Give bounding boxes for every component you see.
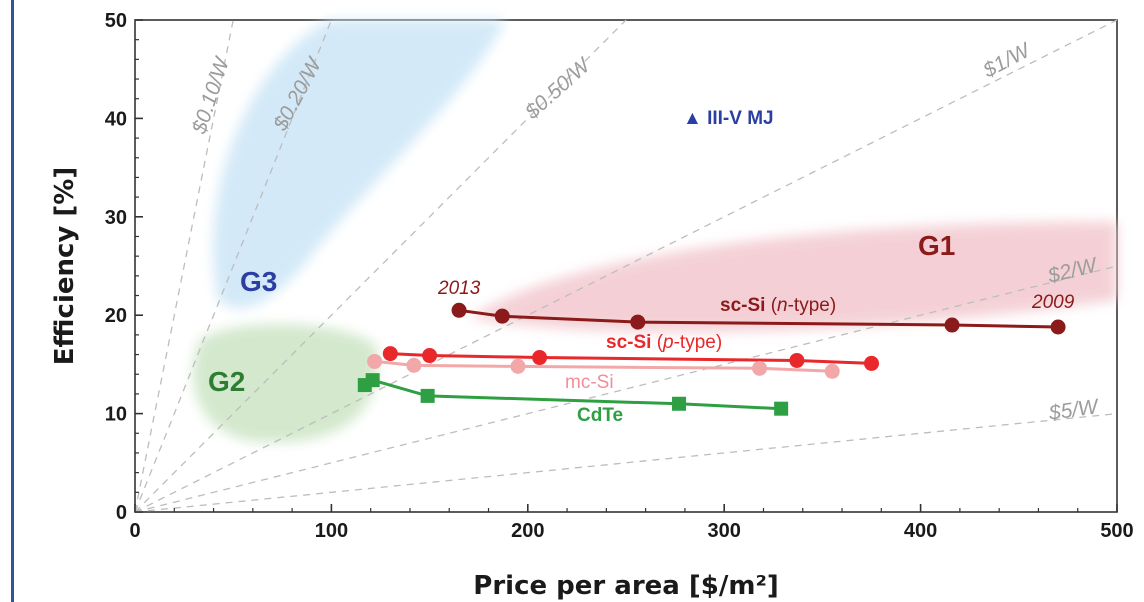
point-cdte-3 [672, 396, 687, 411]
x-tick-label-400: 400 [904, 520, 937, 542]
series-layer [357, 302, 1066, 416]
y-tick-label-10: 10 [105, 404, 127, 426]
y-tick-label-50: 50 [105, 10, 127, 32]
point-mc-si-4 [824, 363, 840, 379]
point-sc-si-n-type-1 [494, 308, 510, 324]
point-sc-si-p-type-2 [532, 350, 548, 366]
region-layer [193, 20, 1117, 443]
region-label-g1: G1 [918, 230, 955, 261]
point-mc-si-3 [752, 360, 768, 376]
point-cdte-2 [420, 388, 435, 403]
x-axis-title: Price per area [$/m²] [473, 571, 778, 601]
point-sc-si-p-type-0 [382, 346, 398, 362]
point-sc-si-n-type-4 [1050, 319, 1066, 335]
cost-line-1 [134, 19, 333, 513]
year-label-2009: 2009 [1031, 292, 1075, 313]
point-sc-si-p-type-4 [864, 355, 879, 371]
x-tick-label-500: 500 [1100, 520, 1133, 542]
point-mc-si-0 [367, 353, 383, 369]
x-tick-label-100: 100 [315, 520, 348, 542]
x-tick-label-200: 200 [511, 520, 544, 542]
y-tick-label-0: 0 [116, 502, 127, 524]
point-sc-si-p-type-1 [422, 348, 438, 364]
point-sc-si-n-type-3 [944, 317, 960, 333]
cost-line-5 [134, 412, 1118, 513]
sc-si-p-bold: sc-Si [606, 332, 651, 353]
cost-line-0 [134, 19, 234, 513]
series-label-sc-si-p: sc-Si (p-type) [606, 332, 722, 353]
y-axis-title: Efficiency [%] [50, 167, 80, 365]
cost-line-layer [134, 19, 1118, 513]
x-tick-label-0: 0 [129, 520, 140, 542]
point-cdte-1 [365, 373, 380, 388]
region-g3 [213, 20, 505, 309]
region-label-g3: G3 [240, 266, 277, 297]
region-g1 [470, 221, 1117, 333]
sc-si-n-open: ( [771, 295, 778, 316]
cost-line-3 [134, 19, 1118, 513]
y-tick-label-40: 40 [105, 108, 127, 130]
point-mc-si-2 [510, 358, 526, 374]
sc-si-p-italic: p [662, 332, 674, 353]
region-label-g2: G2 [208, 366, 245, 397]
left-border-rule [11, 0, 14, 602]
y-tick-label-20: 20 [105, 305, 127, 327]
point-cdte-4 [774, 401, 789, 416]
sc-si-n-rest: -type) [788, 295, 837, 316]
series-label-iii-v: ▲ III-V MJ [683, 108, 774, 129]
sc-si-p-rest: -type) [674, 332, 723, 353]
x-tick-label-300: 300 [708, 520, 741, 542]
series-label-mc-si: mc-Si [565, 372, 614, 393]
point-mc-si-1 [406, 357, 422, 373]
year-label-2013: 2013 [437, 278, 481, 299]
series-label-sc-si-n: sc-Si (n-type) [720, 295, 836, 316]
sc-si-p-open: ( [657, 332, 664, 353]
point-sc-si-p-type-3 [789, 352, 805, 368]
axis-ticks: 0 100 200 300 400 500 0 10 20 30 40 50 [105, 10, 1134, 542]
sc-si-n-italic: n [777, 295, 788, 316]
region-g2 [193, 324, 378, 443]
series-label-cdte: CdTe [577, 405, 623, 426]
point-sc-si-n-type-0 [451, 302, 467, 318]
point-sc-si-n-type-2 [630, 314, 646, 330]
y-tick-label-30: 30 [105, 207, 127, 229]
sc-si-n-bold: sc-Si [720, 295, 765, 316]
